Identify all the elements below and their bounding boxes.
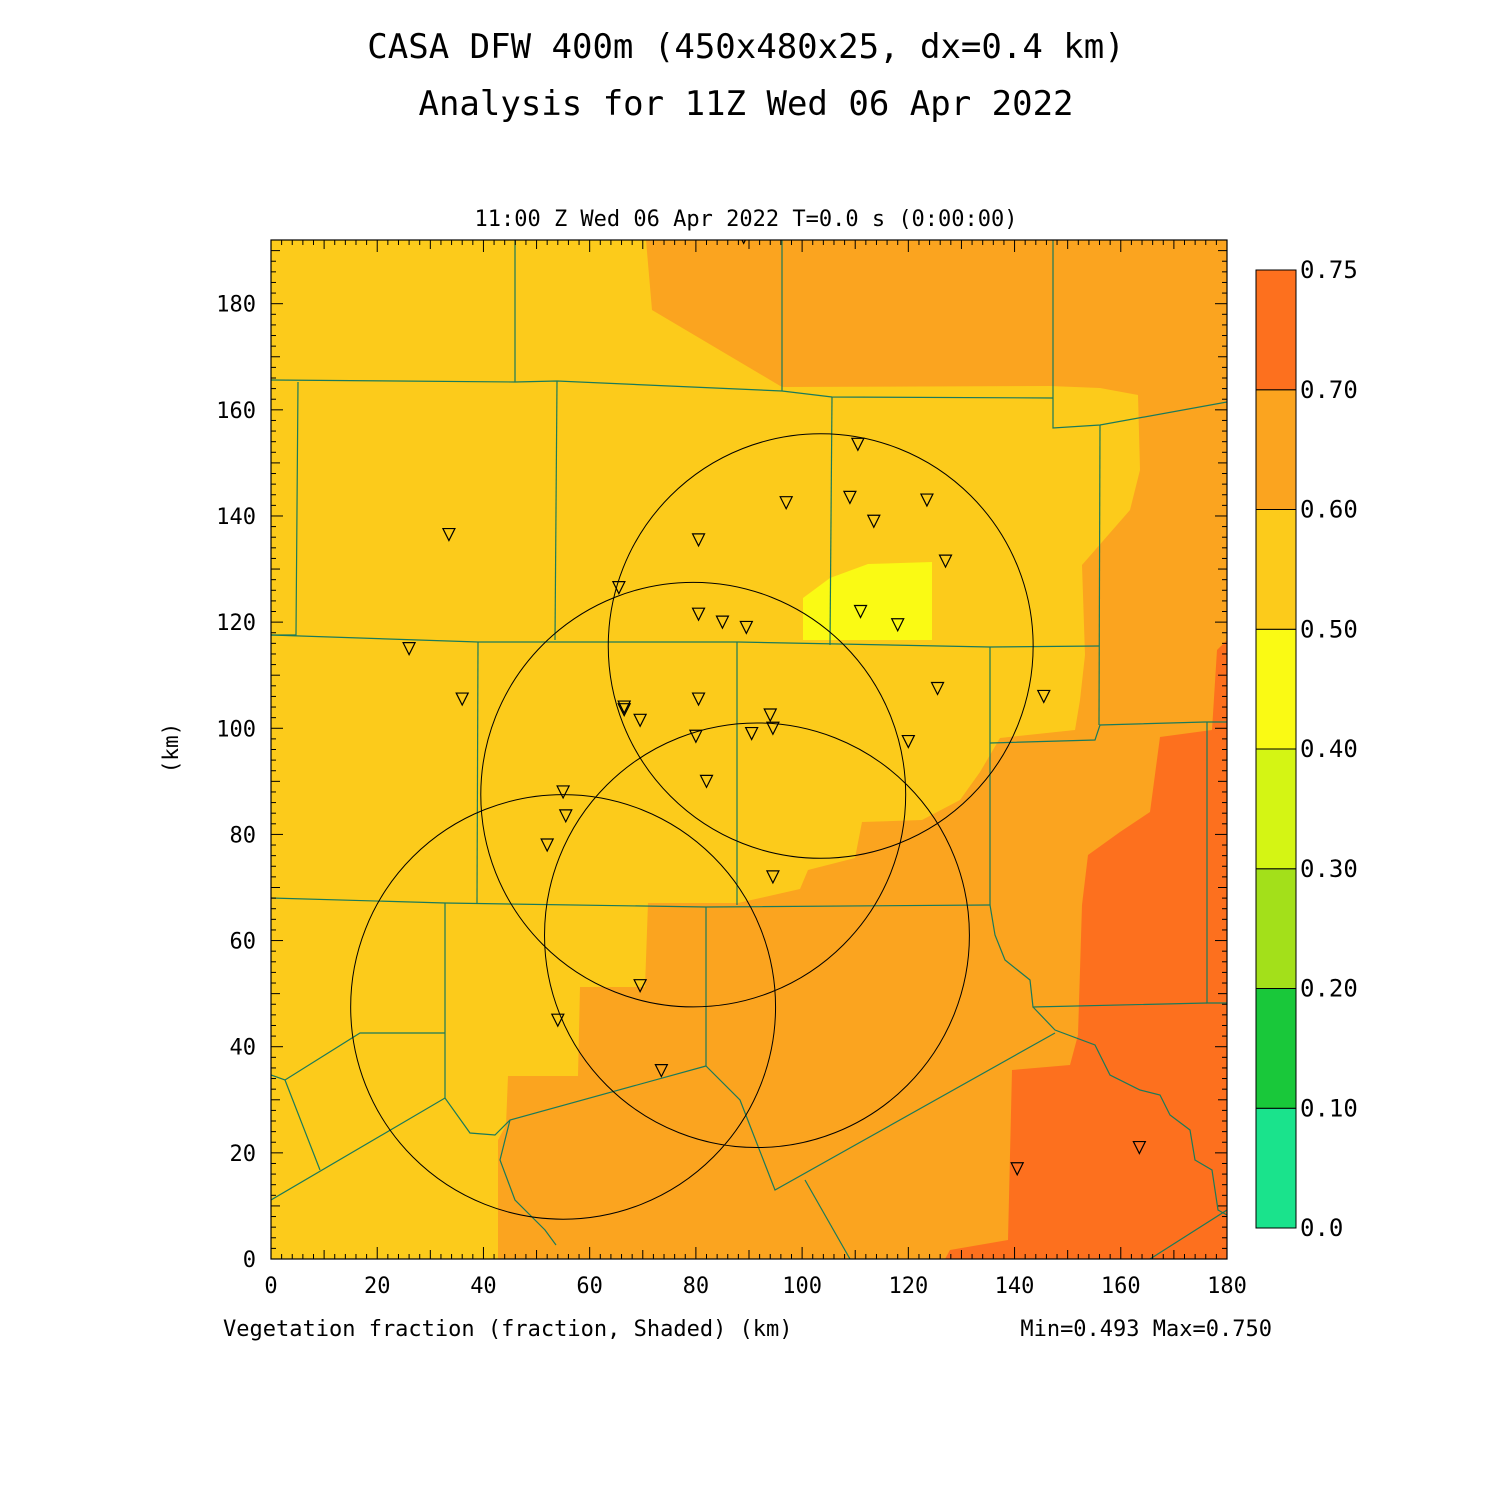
station-triangle-icon — [715, 615, 730, 630]
radar-range-rings — [350, 433, 1034, 1220]
figure-title: CASA DFW 400m (450x480x25, dx=0.4 km) — [367, 27, 1124, 67]
map-plot-area: 0 20 40 60 80 100 120 140 160 180 0 20 40 60 80 100 120… — [216, 239, 1247, 1299]
station-triangle-icon — [540, 838, 555, 853]
station-triangle-icon — [763, 708, 778, 723]
y-tick-label: 20 — [230, 1142, 257, 1167]
y-tick-label: 60 — [230, 930, 257, 955]
colorbar-label: 0.0 — [1300, 1214, 1343, 1242]
station-triangle-icon — [402, 642, 417, 657]
station-triangle-icon — [617, 703, 632, 718]
station-triangle-icon — [1010, 1162, 1025, 1177]
y-tick-label: 40 — [230, 1036, 257, 1061]
colorbar-label: 0.75 — [1300, 256, 1358, 284]
figure-subtitle: Analysis for 11Z Wed 06 Apr 2022 — [418, 84, 1073, 124]
station-triangle-icon — [779, 496, 794, 511]
station-triangle-icon — [688, 729, 703, 744]
y-tick-label: 180 — [216, 293, 256, 318]
station-triangle-icon — [1036, 689, 1051, 704]
y-tick-label: 80 — [230, 823, 257, 848]
station-triangle-icon — [633, 713, 648, 728]
colorbar-label: 0.50 — [1300, 615, 1358, 643]
station-triangle-icon — [556, 785, 571, 800]
x-tick-label: 80 — [683, 1274, 710, 1299]
station-triangle-icon — [441, 527, 456, 542]
station-triangle-icon — [691, 533, 706, 548]
station-triangle-icon — [633, 979, 648, 994]
station-triangle-icon — [617, 700, 632, 715]
station-triangle-icon — [691, 607, 706, 622]
colorbar-swatch — [1255, 868, 1297, 989]
station-triangle-icon — [558, 809, 573, 824]
station-triangle-icon — [1132, 1140, 1147, 1155]
radar-ring-2 — [480, 581, 907, 1008]
colorbar-label: 0.40 — [1300, 735, 1358, 763]
colorbar-swatch — [1255, 1107, 1297, 1229]
colorbar: 0.0 0.10 0.20 0.30 0.40 0.50 0.60 0.70 0.75 — [1255, 256, 1358, 1242]
shade-070-075 — [945, 640, 1227, 1259]
colorbar-swatch — [1255, 509, 1297, 630]
shade-040-050 — [803, 562, 932, 640]
colorbar-swatch — [1255, 269, 1297, 391]
station-triangle-icon — [919, 493, 934, 508]
station-triangle-icon — [890, 618, 905, 633]
axis-ticks — [270, 239, 1228, 1260]
station-triangle-icon — [938, 554, 953, 569]
colorbar-swatch — [1255, 628, 1297, 750]
station-markers — [402, 240, 1147, 1177]
x-tick-label: 180 — [1207, 1274, 1247, 1299]
station-triangle-icon — [765, 721, 780, 736]
county-boundaries — [271, 240, 1227, 1259]
station-triangle-icon — [842, 490, 857, 505]
colorbar-label: 0.20 — [1300, 975, 1358, 1003]
station-triangle-icon — [550, 1013, 565, 1028]
colorbar-label: 0.60 — [1300, 496, 1358, 524]
radar-ring-3 — [544, 722, 970, 1149]
station-triangle-icon — [654, 1063, 669, 1078]
station-triangle-icon — [765, 870, 780, 885]
y-tick-label: 140 — [216, 505, 256, 530]
station-triangle-icon — [699, 774, 714, 789]
colorbar-label: 0.30 — [1300, 855, 1358, 883]
colorbar-label: 0.10 — [1300, 1094, 1358, 1122]
x-tick-label: 100 — [782, 1274, 822, 1299]
y-tick-labels: 0 20 40 60 80 100 120 140 160 180 — [216, 293, 256, 1273]
station-triangle-icon — [930, 681, 945, 696]
x-tick-label: 140 — [995, 1274, 1035, 1299]
x-tick-label: 160 — [1101, 1274, 1141, 1299]
station-triangle-icon — [901, 734, 916, 749]
shade-060-070 — [498, 240, 1227, 1259]
station-triangle-icon — [611, 581, 626, 595]
y-tick-label: 120 — [216, 611, 256, 636]
x-tick-labels: 0 20 40 60 80 100 120 140 160 180 — [264, 1274, 1247, 1299]
x-tick-label: 0 — [264, 1274, 277, 1299]
x-tick-label: 60 — [576, 1274, 603, 1299]
radar-ring-4 — [350, 794, 777, 1220]
station-triangle-icon — [744, 726, 759, 741]
x-tick-label: 20 — [364, 1274, 391, 1299]
radar-ring-1 — [607, 433, 1034, 859]
min-max-label: Min=0.493 Max=0.750 — [1020, 1317, 1272, 1342]
station-triangle-icon — [866, 514, 881, 529]
y-tick-label: 160 — [216, 399, 256, 424]
y-tick-label: 100 — [216, 717, 256, 742]
y-tick-label: 0 — [243, 1248, 256, 1273]
colorbar-swatch — [1255, 748, 1297, 870]
y-axis-label: (km) — [159, 723, 183, 774]
station-triangle-icon — [850, 437, 865, 452]
time-label: 11:00 Z Wed 06 Apr 2022 T=0.0 s (0:00:00… — [474, 207, 1017, 232]
colorbar-label: 0.70 — [1300, 376, 1358, 404]
x-tick-label: 120 — [888, 1274, 928, 1299]
colorbar-swatch — [1255, 389, 1297, 510]
x-axis-label: Vegetation fraction (fraction, Shaded) (… — [223, 1317, 793, 1342]
station-triangle-icon — [853, 604, 868, 619]
station-triangle-icon — [739, 620, 754, 635]
colorbar-swatch — [1255, 988, 1297, 1109]
station-triangle-icon — [691, 692, 706, 707]
x-tick-label: 40 — [470, 1274, 497, 1299]
station-triangle-icon — [455, 692, 470, 707]
